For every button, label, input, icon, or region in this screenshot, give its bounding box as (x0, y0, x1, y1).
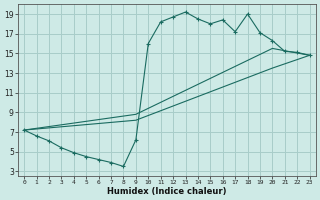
X-axis label: Humidex (Indice chaleur): Humidex (Indice chaleur) (107, 187, 227, 196)
